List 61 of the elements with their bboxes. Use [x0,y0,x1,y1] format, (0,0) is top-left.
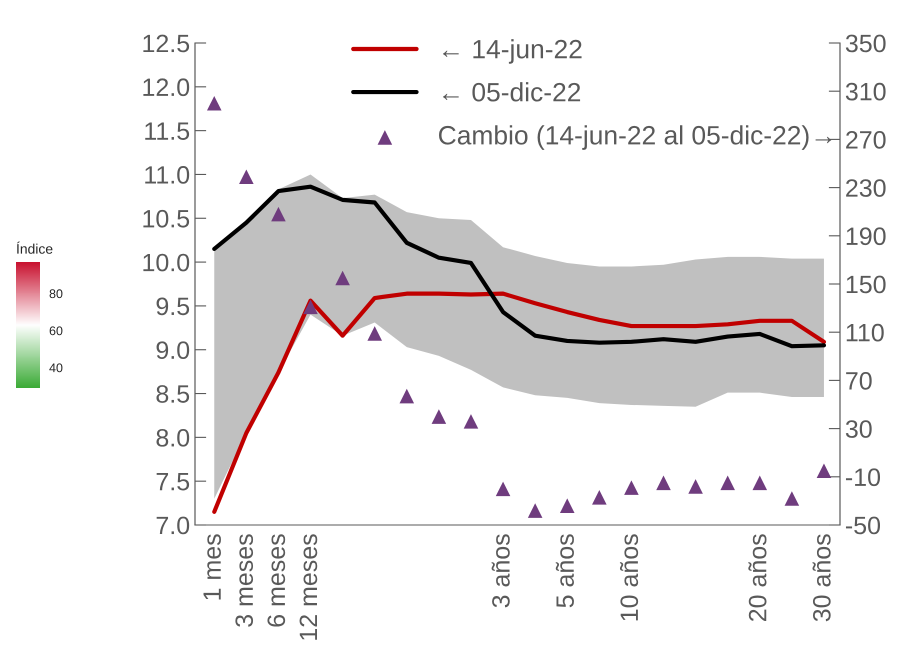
color-bar-title: Índice [16,242,52,254]
y2-tick-label: -10 [846,468,880,486]
color-bar-label: 40 [49,363,62,372]
y2-tick-label: 270 [846,131,886,149]
point [784,491,800,506]
y-tick-label: 9.0 [156,341,190,360]
y2-tick-label: 350 [846,34,886,52]
x-tick-label: 10 años [620,534,638,620]
y2-tick-label: 310 [846,82,886,101]
point [560,498,575,514]
point [752,476,768,490]
x-tick-label: 20 años [748,534,766,622]
point [303,300,318,314]
color-bar-label: 60 [50,326,62,336]
line-series [212,184,826,348]
y2-tick-label: 30 [846,420,872,438]
y-tick-label: 7.0 [156,516,190,534]
y2-tick-label: 110 [846,324,884,342]
point [400,388,414,404]
y2-tick-label: 150 [846,276,886,294]
y-tick-label: 11.5 [145,122,190,140]
legend-label: Cambio (14-jun-22 al 05-dic-22)→ [439,125,832,150]
x-tick-label: 12 meses [300,534,318,640]
legend-label: ← 05-dic-22 [443,82,580,102]
x-tick-label: 6 meses [267,534,286,627]
color-bar-label: 80 [50,289,62,298]
y2-tick-label: 190 [846,227,886,246]
y2-tick-label: 230 [846,179,886,197]
y2-tick-label: -50 [846,516,880,534]
point [432,409,446,424]
y-tick-label: 11.0 [145,166,190,184]
point [464,414,478,429]
y-tick-label: 9.5 [156,298,190,316]
point [816,463,832,478]
x-tick-label: 30 años [812,534,831,622]
y-tick-label: 7.5 [156,473,190,490]
point [688,479,703,494]
y-tick-label: 10.0 [143,254,190,272]
point [239,169,254,184]
y-tick-label: 12.5 [143,34,190,52]
x-tick-label: 1 mes [204,534,221,600]
y-tick-label: 12.0 [143,78,190,96]
y2-tick-label: 70 [846,372,872,390]
line-series [212,292,826,514]
point [592,490,607,505]
x-tick-label: 3 meses [235,534,254,627]
point [528,503,542,518]
point [367,326,382,341]
point [206,96,222,111]
point [720,476,735,490]
x-tick-label: 3 años [492,534,510,608]
point [335,270,350,286]
point [271,206,286,222]
y-tick-label: 8.5 [156,385,190,403]
point [624,480,639,495]
point [656,476,671,490]
x-tick-label: 5 años [556,534,574,608]
legend-label: ← 14-jun-22 [443,39,582,64]
point [496,482,510,496]
y-tick-label: 10.5 [143,210,190,228]
y-tick-label: 8.0 [156,428,190,447]
